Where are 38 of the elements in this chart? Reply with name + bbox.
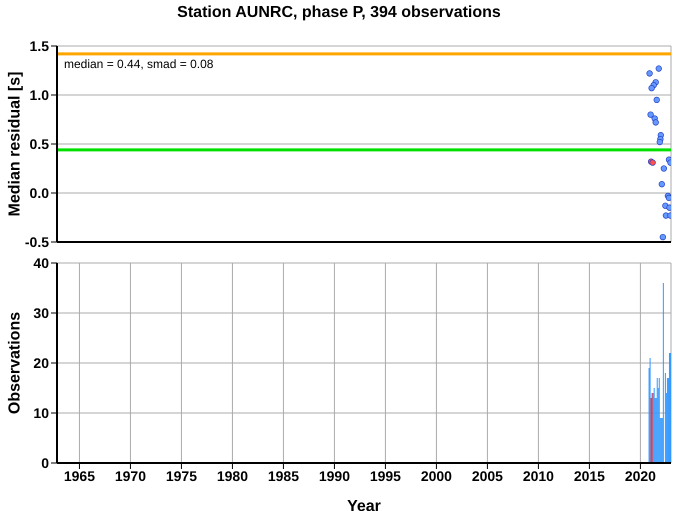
- x-tick-label: 1990: [318, 468, 350, 484]
- y-axis-title: Observations: [6, 312, 24, 414]
- y-tick-label: 1.0: [30, 86, 50, 103]
- point: [656, 65, 662, 72]
- point: [646, 70, 653, 77]
- point: [660, 234, 666, 240]
- x-tick-label: 2005: [472, 468, 504, 484]
- x-axis-title: Year: [347, 498, 381, 511]
- x-tick-label: 2010: [522, 468, 554, 484]
- x-tick-label: 1985: [268, 468, 300, 484]
- x-tick-label: 2000: [420, 468, 452, 484]
- y-tick-label: 1.5: [30, 38, 50, 54]
- x-tick-label: 2015: [574, 468, 606, 484]
- point: [666, 204, 671, 211]
- y-tick-label: 40: [33, 254, 50, 271]
- x-tick-label: 1975: [166, 468, 198, 484]
- point: [660, 165, 668, 172]
- x-tick-label: 1980: [216, 468, 248, 484]
- y-tick-label: 30: [33, 304, 50, 321]
- x-tick-label: 1995: [370, 468, 402, 484]
- y-tick-label: 0.0: [30, 184, 50, 201]
- y-tick-label: -0.5: [24, 234, 50, 250]
- x-tick-label: 2020: [624, 468, 656, 484]
- y-axis-title: Median residual [s]: [6, 72, 24, 216]
- y-tick-label: 20: [33, 354, 50, 371]
- x-tick-label: 1965: [64, 468, 96, 484]
- point: [658, 181, 665, 188]
- point: [656, 138, 663, 146]
- y-tick-label: 0.5: [30, 136, 50, 152]
- x-tick-label: 1970: [114, 468, 146, 484]
- y-tick-label: 0: [41, 454, 50, 471]
- point: [648, 84, 655, 92]
- y-tick-label: 10: [33, 404, 50, 421]
- annotation: median = 0.44, smad = 0.08: [64, 57, 214, 71]
- chart-title: Station AUNRC, phase P, 394 observations: [176, 4, 502, 22]
- point: [654, 96, 660, 104]
- point: [647, 111, 654, 118]
- point: [652, 119, 659, 126]
